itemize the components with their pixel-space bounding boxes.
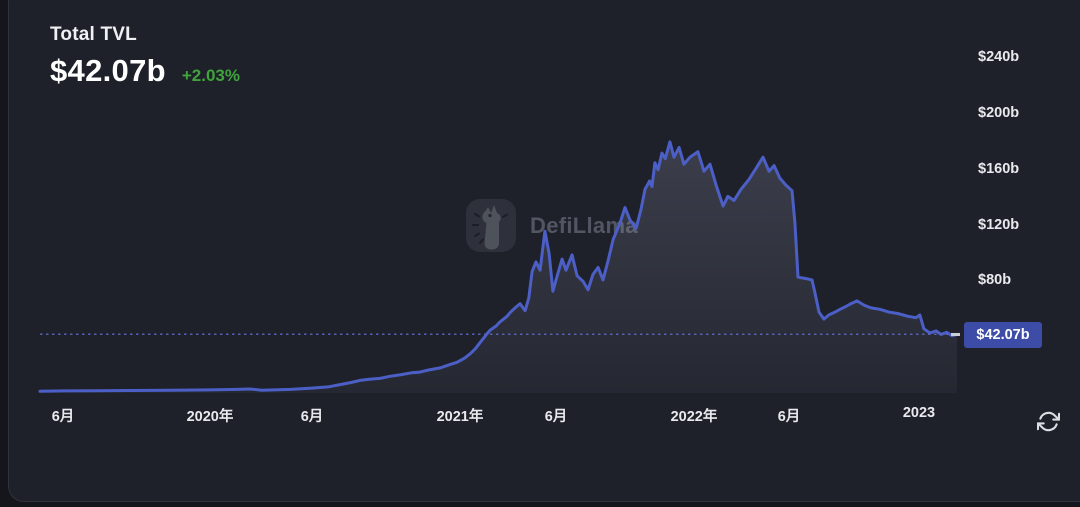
chart-header: Total TVL $42.07b +2.03% <box>50 24 240 89</box>
x-axis-label: 2020年 <box>186 409 234 425</box>
y-axis-label: $160b <box>978 161 1020 177</box>
value-row: $42.07b +2.03% <box>50 53 240 89</box>
tvl-line <box>38 140 959 393</box>
y-axis-label: $200b <box>978 105 1020 121</box>
x-axis-label: 6月 <box>51 409 75 425</box>
x-axis-label: 2022年 <box>670 409 718 425</box>
tvl-area <box>40 141 957 393</box>
badge-tick <box>951 333 960 336</box>
tvl-change-percent: +2.03% <box>181 66 240 85</box>
x-axis-label: 6月 <box>300 409 324 425</box>
y-axis-label: $240b <box>978 49 1020 65</box>
x-axis-label: 6月 <box>777 409 801 425</box>
chart-title: Total TVL <box>50 24 137 45</box>
tvl-value: $42.07b <box>50 53 166 88</box>
refresh-icon <box>1036 411 1060 431</box>
x-axis-label: 6月 <box>544 409 568 425</box>
x-axis-label: 2021年 <box>436 409 484 425</box>
current-value-badge: $42.07b <box>964 322 1042 348</box>
y-axis-label: $80b <box>978 272 1012 288</box>
x-axis-label: 2023 <box>902 405 936 421</box>
refresh-button[interactable] <box>1033 406 1063 436</box>
y-axis-label: $120b <box>978 217 1020 233</box>
